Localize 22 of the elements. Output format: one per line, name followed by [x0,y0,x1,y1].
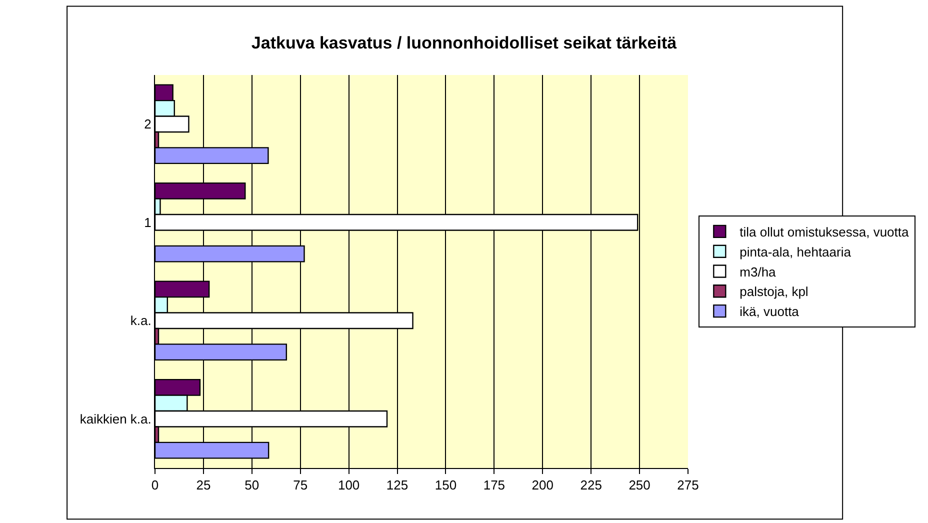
x-tick-label: 200 [532,478,554,493]
y-tick-label: k.a. [130,313,152,328]
y-tick-label: 1 [144,214,152,230]
x-tick-label: 225 [580,478,602,493]
x-tick-label: 250 [628,478,650,493]
x-tick-label: 125 [386,478,408,493]
legend-label: pinta-ala, hehtaaria [740,244,852,260]
x-tick-label: 275 [677,478,699,493]
legend-label: tila ollut omistuksessa, vuotta [740,224,910,240]
legend-label: ikä, vuotta [740,304,800,320]
x-tick-label: 25 [196,478,211,493]
chart-title: Jatkuva kasvatus / luonnonhoidolliset seikat tärkeitä [251,34,678,53]
y-tick-label: 2 [144,116,152,132]
x-tick-label: 0 [151,478,159,493]
y-tick-label: kaikkien k.a. [80,411,152,426]
x-tick-label: 175 [483,478,506,493]
x-tick-label: 150 [434,478,457,493]
legend-label: m3/ha [740,264,777,280]
x-tick-label: 100 [338,478,360,493]
x-tick-label: 50 [244,478,260,493]
x-tick-label: 75 [293,478,308,493]
legend-label: palstoja, kpl [740,284,808,300]
